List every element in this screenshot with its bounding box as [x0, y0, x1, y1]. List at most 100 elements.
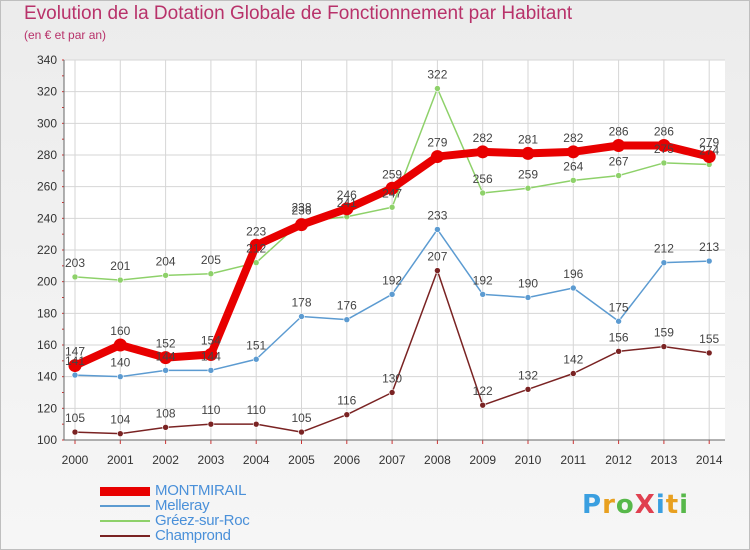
data-label-champrond: 110 [201, 403, 220, 417]
data-point-montmirail [340, 202, 354, 216]
data-point-montmirail [476, 145, 490, 159]
x-tick-label: 2005 [288, 453, 315, 467]
data-label-montmirail: 282 [473, 131, 493, 145]
data-label-champrond: 156 [609, 330, 629, 344]
data-label-gr-ez-sur-roc: 264 [563, 159, 583, 173]
data-label-montmirail: 147 [65, 345, 85, 359]
data-point-montmirail [657, 139, 671, 152]
x-tick-label: 2006 [333, 453, 360, 467]
y-tick-label: 180 [37, 306, 57, 320]
data-label-montmirail: 286 [654, 125, 674, 139]
data-label-gr-ez-sur-roc: 274 [699, 144, 719, 158]
data-label-gr-ez-sur-roc: 275 [654, 142, 674, 156]
data-point-montmirail [612, 139, 626, 152]
data-label-champrond: 207 [427, 250, 447, 264]
data-label-gr-ez-sur-roc: 204 [156, 254, 176, 268]
data-point-melleray [388, 291, 396, 298]
data-label-melleray: 192 [473, 273, 493, 287]
data-label-melleray: 233 [427, 208, 447, 222]
y-tick-label: 160 [37, 338, 57, 352]
legend-swatch [100, 520, 150, 522]
y-tick-label: 140 [37, 370, 57, 384]
data-label-champrond: 155 [699, 332, 719, 346]
data-point-montmirail [566, 145, 580, 159]
x-tick-label: 2001 [107, 453, 134, 467]
data-label-gr-ez-sur-roc: 205 [201, 253, 221, 267]
x-tick-label: 2000 [62, 453, 89, 467]
data-point-montmirail [159, 351, 173, 365]
data-label-montmirail: 279 [699, 136, 719, 150]
data-point-gr-ez-sur-roc [524, 184, 532, 192]
data-point-champrond [343, 411, 351, 418]
y-tick-label: 120 [37, 401, 57, 415]
data-point-melleray [298, 313, 305, 320]
data-point-champrond [71, 428, 79, 436]
y-tick-label: 340 [37, 53, 57, 67]
data-point-montmirail [430, 150, 444, 164]
data-label-montmirail: 152 [156, 337, 176, 351]
legend-swatch [100, 486, 150, 496]
data-label-montmirail: 236 [291, 204, 311, 218]
x-tick-label: 2002 [152, 453, 179, 467]
data-label-melleray: 151 [246, 338, 266, 352]
logo-letter: o [615, 490, 635, 520]
data-label-champrond: 130 [382, 372, 402, 386]
x-tick-label: 2009 [469, 453, 496, 467]
data-label-champrond: 132 [518, 368, 538, 382]
data-point-montmirail [113, 338, 127, 352]
data-label-melleray: 141 [65, 354, 85, 368]
data-point-melleray [117, 373, 124, 380]
data-label-melleray: 178 [291, 296, 311, 310]
data-point-melleray [343, 316, 351, 323]
data-label-champrond: 105 [291, 411, 311, 425]
data-point-melleray [479, 291, 487, 298]
data-point-gr-ez-sur-roc [479, 189, 487, 197]
data-label-gr-ez-sur-roc: 256 [473, 172, 493, 186]
x-tick-label: 2012 [605, 453, 632, 467]
data-label-gr-ez-sur-roc: 241 [337, 196, 357, 210]
y-tick-label: 280 [37, 148, 57, 162]
legend-label: MONTMIRAIL [155, 482, 247, 499]
data-label-melleray: 213 [699, 240, 719, 254]
data-label-champrond: 105 [65, 411, 85, 425]
data-label-champrond: 110 [247, 403, 266, 417]
data-point-gr-ez-sur-roc [388, 203, 396, 211]
data-point-champrond [705, 349, 713, 357]
y-tick-label: 320 [37, 85, 57, 99]
logo-letter: t [665, 490, 680, 520]
chart-subtitle: (en € et par an) [24, 28, 107, 42]
data-point-champrond [388, 389, 396, 396]
data-point-melleray [207, 367, 215, 374]
y-tick-label: 100 [37, 433, 57, 447]
logo-letter: i [679, 490, 690, 520]
legend-label: Champrond [155, 527, 231, 544]
data-point-champrond [434, 267, 441, 274]
data-point-champrond [117, 430, 124, 437]
data-label-melleray: 212 [654, 242, 674, 256]
data-point-melleray [569, 284, 577, 292]
x-tick-label: 2010 [515, 453, 542, 467]
x-tick-label: 2004 [243, 453, 270, 467]
data-point-gr-ez-sur-roc [434, 85, 441, 92]
data-label-gr-ez-sur-roc: 201 [110, 259, 130, 273]
data-point-gr-ez-sur-roc [207, 270, 215, 278]
data-label-champrond: 122 [473, 384, 493, 398]
legend-label: Melleray [155, 497, 210, 514]
data-point-gr-ez-sur-roc [117, 276, 124, 284]
chart-title: Evolution de la Dotation Globale de Fonc… [24, 3, 573, 24]
logo-letter: i [655, 490, 666, 520]
data-point-champrond [615, 348, 622, 355]
data-label-montmirail: 279 [427, 136, 447, 150]
data-point-gr-ez-sur-roc [71, 273, 79, 281]
x-tick-label: 2007 [379, 453, 406, 467]
data-point-gr-ez-sur-roc [162, 272, 169, 279]
data-label-gr-ez-sur-roc: 267 [609, 155, 629, 169]
data-point-melleray [162, 367, 169, 374]
data-point-melleray [615, 317, 622, 325]
data-label-melleray: 196 [563, 267, 583, 281]
data-label-montmirail: 223 [246, 224, 266, 238]
legend-swatch [100, 535, 150, 537]
data-label-champrond: 104 [110, 413, 130, 427]
logo-letter: r [602, 490, 616, 520]
data-point-montmirail [68, 359, 82, 373]
